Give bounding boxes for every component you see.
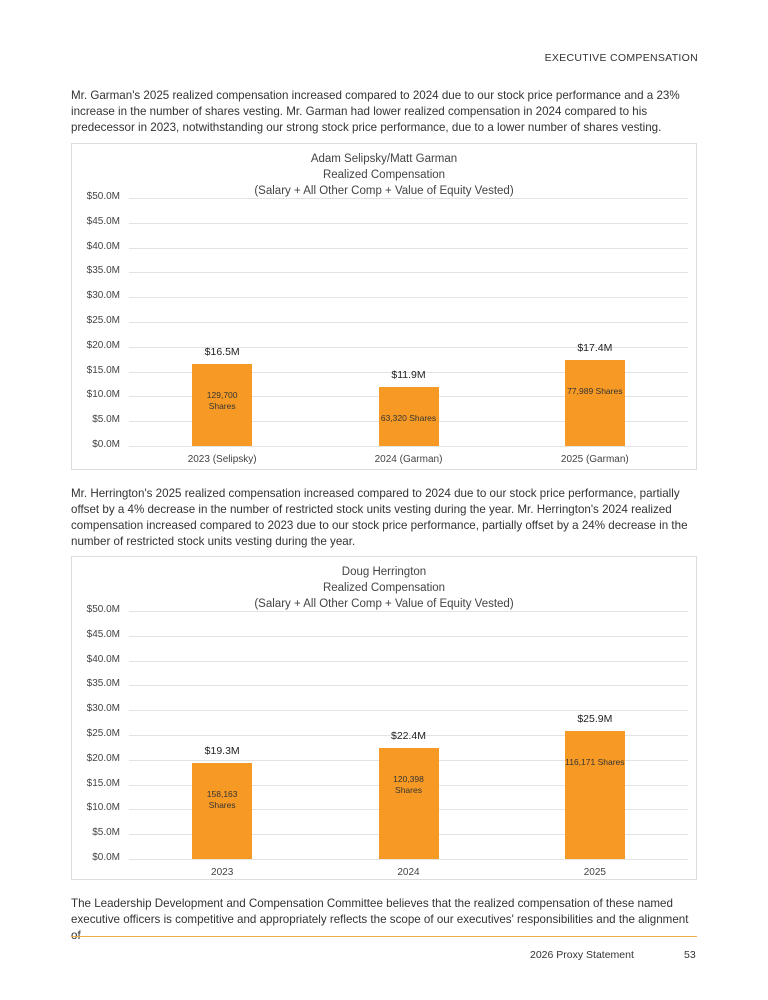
paragraph: Mr. Garman's 2025 realized compensation … [71, 89, 680, 134]
y-tick-label: $20.0M [86, 752, 120, 764]
footer-rule [71, 936, 697, 937]
grid-line [129, 247, 688, 249]
y-tick-label: $25.0M [86, 728, 120, 739]
y-tick-label: $40.0M [86, 653, 120, 665]
shares-label: 129,700 Shares [206, 390, 238, 412]
x-tick-label: 2024 (Garman) [374, 454, 443, 465]
chart-title: Adam Selipsky/Matt Garman [310, 153, 458, 165]
chart-note: (Salary + All Other Comp + Value of Equi… [254, 185, 514, 197]
y-tick-label: $30.0M [86, 703, 120, 715]
y-tick-label: $5.0M [92, 827, 120, 839]
chart: Doug Herrington Realized Compensation (Sal… [71, 556, 697, 880]
section-header: EXECUTIVE COMPENSATION [544, 52, 698, 64]
y-tick-label: $10.0M [86, 802, 120, 814]
grid-line [129, 371, 688, 373]
y-tick-label: $50.0M [86, 191, 120, 202]
y-tick-label: $25.0M [86, 315, 120, 326]
bar [564, 359, 625, 446]
shares-label: 77,989 Shares [567, 385, 623, 396]
value-label: $17.4M [577, 341, 613, 354]
grid-line [129, 635, 688, 637]
value-label: $22.4M [390, 729, 427, 742]
grid-line [129, 685, 688, 687]
grid-line [129, 859, 688, 860]
x-tick-label: 2025 (Garman) [560, 454, 629, 465]
y-tick-label: $0.0M [92, 852, 120, 863]
shares-label: 63,320 Shares [380, 412, 437, 423]
x-tick-label: 2024 [397, 867, 420, 878]
y-tick-label: $15.0M [86, 364, 120, 376]
grid-line [129, 222, 688, 224]
y-tick-label: $10.0M [86, 389, 120, 401]
y-tick-label: $40.0M [86, 240, 120, 252]
value-label: $19.3M [204, 745, 240, 758]
bar [192, 763, 253, 859]
chart-subtitle: Realized Compensation [322, 169, 446, 181]
bar [378, 386, 439, 446]
grid-line [129, 660, 688, 662]
x-tick-label: 2023 (Selipsky) [187, 454, 257, 465]
grid-line [129, 446, 688, 447]
y-tick-label: $50.0M [86, 604, 120, 615]
paragraph: Mr. Herrington's 2025 realized compensat… [71, 487, 688, 548]
footer-text: 2026 Proxy Statement [530, 949, 634, 961]
chart-title: Doug Herrington [341, 566, 427, 578]
grid-line [129, 710, 688, 712]
chart-note: (Salary + All Other Comp + Value of Equi… [254, 598, 514, 610]
value-label: $25.9M [577, 712, 613, 725]
page-number: 53 [684, 949, 696, 961]
value-label: $16.5M [204, 346, 240, 359]
paragraph: The Leadership Development and Compensat… [71, 897, 689, 942]
chart-subtitle: Realized Compensation [322, 582, 446, 594]
x-tick-label: 2023 [211, 867, 234, 878]
bar [192, 364, 253, 446]
grid-line [129, 735, 688, 736]
y-tick-label: $45.0M [86, 215, 120, 227]
y-tick-label: $0.0M [92, 439, 120, 450]
x-tick-label: 2025 [583, 867, 606, 878]
y-tick-label: $45.0M [86, 628, 120, 640]
shares-label: 120,398 Shares [393, 773, 424, 795]
bar [564, 730, 625, 859]
bar [378, 747, 439, 859]
chart: Adam Selipsky/Matt Garman Realized Compen… [71, 143, 697, 470]
shares-label: 158,163 Shares [206, 789, 238, 811]
y-tick-label: $15.0M [86, 777, 120, 789]
grid-line [129, 322, 688, 323]
y-tick-label: $30.0M [86, 290, 120, 302]
y-tick-label: $20.0M [86, 339, 120, 351]
grid-line [129, 272, 688, 274]
shares-label: 116,171 Shares [565, 756, 625, 767]
value-label: $11.9M [391, 368, 426, 381]
y-tick-label: $35.0M [86, 265, 120, 277]
y-tick-label: $5.0M [92, 414, 120, 426]
y-tick-label: $35.0M [86, 678, 120, 690]
grid-line [129, 297, 688, 299]
grid-line [129, 611, 688, 612]
grid-line [129, 198, 688, 199]
grid-line [129, 346, 688, 348]
